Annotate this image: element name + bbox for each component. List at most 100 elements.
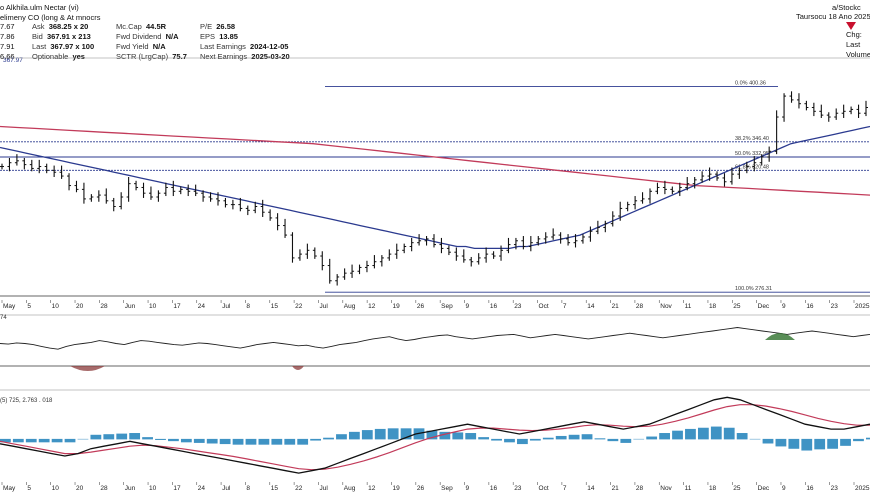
macd-histogram-bar: [361, 430, 373, 440]
oscillator-pos-fill: [765, 333, 795, 340]
macd-histogram-bar: [568, 434, 580, 440]
macd-histogram-bar: [25, 438, 37, 443]
macd-histogram-bar: [517, 438, 528, 445]
quote-block: Ask 368.25 x 20 Bid 367.91 x 213 Last 36…: [32, 22, 94, 62]
earn-label: Next Earnings: [200, 52, 248, 61]
x-tick-label: 21: [612, 485, 620, 492]
macd-histogram-bar: [400, 428, 412, 440]
macd-histogram-bar: [284, 438, 296, 445]
x-tick-label: 7: [563, 485, 567, 492]
macd-histogram-bar: [607, 438, 619, 442]
ma-200-line: [0, 125, 870, 196]
x-tick-label: 2025: [855, 485, 870, 492]
quote-value: 367.97 x 100: [50, 42, 95, 51]
fund-value: N/A: [165, 32, 179, 41]
macd-histogram-bar: [129, 433, 141, 440]
macd-histogram-bar: [594, 438, 606, 440]
macd-histogram-bar: [168, 438, 179, 442]
x-tick-label: 2025: [855, 303, 870, 310]
macd-histogram-bar: [646, 436, 658, 440]
date: Taursocu 18 Ano 2025: [796, 12, 870, 21]
fundamentals-block: Mc.Cap 44.5R Fwd Dividend N/A Fwd Yield …: [116, 22, 187, 62]
macd-histogram-bar: [555, 435, 567, 440]
macd-histogram-bar: [827, 438, 839, 449]
x-tick-label: 11: [685, 303, 692, 310]
right-label: Chg:: [846, 30, 862, 39]
macd-histogram-bar: [116, 433, 128, 440]
x-tick-label: 9: [782, 485, 786, 492]
x-tick-label: 9: [466, 485, 470, 492]
fund-label: SCTR (LrgCap): [116, 52, 169, 61]
earn-value: 2024-12-05: [250, 42, 289, 51]
fund-label: Fwd Yield: [116, 42, 149, 51]
x-tick-label: 24: [198, 303, 206, 310]
macd-histogram-bar: [697, 427, 709, 440]
x-tick-label: 8: [246, 303, 250, 310]
earnings-block: P/E 26.58 EPS 13.85 Last Earnings 2024-1…: [200, 22, 290, 62]
x-tick-label: 10: [149, 303, 157, 310]
quote-label: Ask: [32, 22, 45, 31]
x-tick-label: Oct: [539, 485, 549, 492]
x-tick-label: 17: [173, 485, 181, 492]
chart-title: o Alkhila.ulm Nectar (vi): [0, 3, 79, 12]
fund-value: N/A: [152, 42, 166, 51]
x-tick-label: 11: [685, 485, 692, 492]
brand: a/Stockc: [832, 3, 861, 12]
x-tick-label: 26: [417, 485, 425, 492]
x-tick-label: 20: [76, 485, 84, 492]
macd-histogram-bar: [840, 438, 851, 446]
macd-histogram-bar: [762, 438, 774, 444]
left-value: 6.66: [0, 52, 15, 61]
x-tick-label: 22: [295, 485, 303, 492]
oscillator-neg-fill: [70, 366, 105, 371]
macd-histogram-bar: [51, 438, 63, 443]
x-tick-label: Sep: [441, 485, 453, 492]
macd-histogram-bar: [853, 438, 864, 442]
quote-label: Bid: [32, 32, 43, 41]
macd-histogram-bar: [685, 428, 696, 440]
macd-histogram-bar: [271, 438, 283, 445]
x-tick-label: Nov: [660, 485, 672, 492]
fib-level-label: 61.8% 320.48: [735, 164, 769, 170]
x-tick-label: 5: [27, 303, 31, 310]
fund-label: Fwd Dividend: [116, 32, 162, 41]
x-tick-label: Nov: [660, 303, 672, 310]
macd-histogram-bar: [672, 430, 683, 440]
x-tick-label: Dec: [758, 485, 770, 492]
macd-label: (5) 725, 2.763 . 018: [0, 398, 53, 404]
x-tick-label: 14: [587, 303, 595, 310]
macd-histogram-bar: [193, 438, 205, 443]
quote-label: Last: [32, 42, 47, 51]
macd-histogram-bar: [180, 438, 192, 443]
macd-histogram-bar: [775, 438, 787, 447]
macd-histogram-bar: [38, 438, 50, 443]
macd-histogram-bar: [297, 438, 309, 445]
x-tick-label: Oct: [539, 303, 549, 310]
x-tick-label: May: [3, 485, 16, 492]
left-value: 7.91: [0, 42, 15, 51]
earn-value: 26.58: [216, 22, 236, 31]
macd-histogram-bar: [258, 438, 270, 445]
x-tick-label: 28: [100, 303, 108, 310]
x-tick-label: 18: [709, 485, 717, 492]
x-tick-label: 28: [636, 303, 644, 310]
fib-level-label: 0.0% 400.36: [735, 81, 766, 87]
macd-histogram-bar: [310, 438, 322, 441]
x-tick-label: 25: [733, 303, 741, 310]
macd-histogram-bar: [426, 430, 438, 440]
fib-level-label: 50.0% 332.95: [735, 151, 769, 157]
macd-histogram-bar: [374, 428, 386, 440]
x-tick-label: 15: [271, 303, 279, 310]
earn-label: P/E: [200, 22, 213, 31]
quote-value: 367.91 x 213: [47, 32, 91, 41]
x-tick-label: 9: [782, 303, 786, 310]
macd-histogram-bar: [90, 434, 102, 440]
x-tick-label: 21: [612, 303, 620, 310]
macd-histogram-bar: [155, 438, 166, 440]
macd-histogram-bar: [866, 437, 870, 440]
macd-histogram-bar: [12, 438, 24, 443]
x-tick-label: 14: [587, 485, 595, 492]
fund-label: Mc.Cap: [116, 22, 142, 31]
x-tick-label: Jul: [319, 303, 328, 310]
x-tick-label: Dec: [758, 303, 770, 310]
